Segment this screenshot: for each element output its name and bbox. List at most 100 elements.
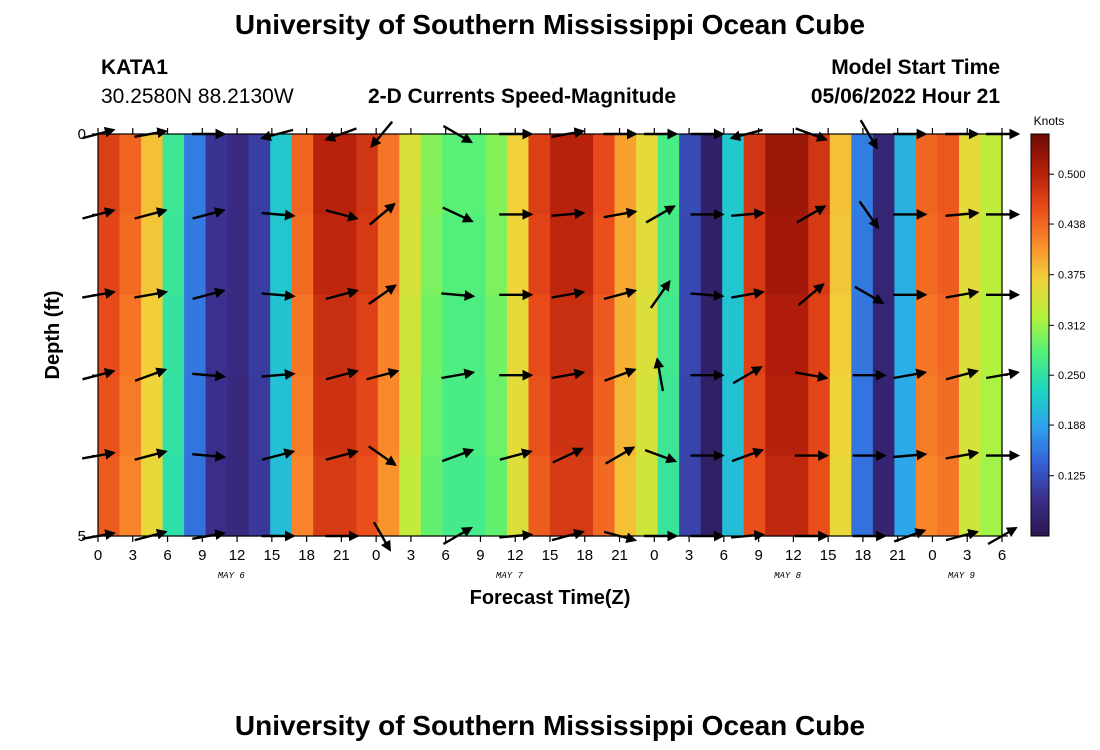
heatmap-cell	[657, 134, 680, 215]
heatmap-cell	[399, 455, 422, 537]
heatmap-cells	[98, 134, 1003, 537]
heatmap-cell	[765, 375, 788, 457]
heatmap-cell	[141, 455, 164, 537]
heatmap-cell	[636, 214, 659, 296]
current-arrow	[603, 287, 638, 301]
heatmap-cell	[377, 375, 400, 457]
heatmap-cell	[614, 455, 637, 537]
date-label: MAY 7	[496, 571, 524, 581]
heatmap-cell	[291, 134, 314, 215]
current-arrow	[645, 205, 676, 224]
heatmap-cell	[141, 375, 164, 457]
heatmap-cell	[356, 294, 379, 376]
heatmap-cell	[636, 134, 659, 215]
heatmap-cell	[119, 294, 142, 376]
current-arrow	[442, 206, 474, 223]
colorbar-tick-label: 0.312	[1058, 320, 1086, 332]
current-arrow	[732, 366, 763, 385]
heatmap-cell	[377, 134, 400, 215]
heatmap-cell	[915, 455, 939, 537]
heatmap-cell	[550, 134, 573, 215]
current-arrow	[945, 368, 979, 381]
current-arrow	[893, 368, 928, 380]
time-tick-label: 6	[998, 547, 1006, 564]
time-tick-label: 18	[855, 547, 872, 564]
heatmap-cell	[291, 214, 314, 296]
current-arrow	[134, 207, 168, 220]
heatmap-cell	[98, 455, 121, 537]
current-arrow	[368, 445, 397, 467]
heatmap-cell	[765, 455, 788, 537]
current-arrow	[368, 202, 396, 226]
colorbar-tick-label: 0.438	[1058, 219, 1086, 231]
heatmap-cell	[915, 134, 939, 215]
heatmap-cell	[399, 294, 422, 376]
heatmap-cell	[808, 294, 831, 376]
heatmap-cell	[377, 214, 400, 296]
heatmap-cell	[184, 134, 207, 215]
heatmap-cell	[356, 134, 379, 215]
heatmap-cell	[205, 134, 228, 215]
page-title: University of Southern Mississippi Ocean…	[234, 9, 866, 40]
heatmap-cell	[786, 134, 809, 215]
heatmap-cell	[485, 214, 508, 296]
station-coordinates: 30.2580N 88.2130W	[101, 85, 294, 108]
heatmap-cell	[593, 214, 616, 296]
heatmap-cell	[722, 375, 745, 457]
heatmap-cell	[958, 214, 982, 296]
current-arrow	[649, 279, 671, 309]
heatmap-cell	[528, 134, 551, 215]
date-label: MAY 6	[218, 571, 246, 581]
time-tick-label: 12	[785, 547, 802, 564]
heatmap-cell	[980, 134, 1003, 215]
chart-title: 2-D Currents Speed-Magnitude	[368, 85, 677, 108]
heatmap-cell	[227, 214, 250, 296]
current-arrow	[192, 450, 227, 462]
heatmap-cell	[463, 214, 487, 296]
heatmap-cell	[851, 294, 874, 376]
depth-tick-label: 5	[78, 528, 86, 545]
time-tick-label: 0	[928, 547, 936, 564]
model-start-time: 05/06/2022 Hour 21	[810, 85, 1000, 108]
time-tick-label: 18	[576, 547, 593, 564]
colorbar-tick-label: 0.188	[1058, 420, 1086, 432]
heatmap-cell	[872, 134, 895, 215]
heatmap-cell	[162, 134, 185, 215]
colorbar-tick-label: 0.250	[1058, 370, 1086, 382]
heatmap-cell	[829, 294, 852, 376]
heatmap-cell	[227, 134, 250, 215]
heatmap-cell	[162, 455, 185, 537]
current-arrow	[945, 208, 980, 220]
current-arrow	[796, 205, 827, 224]
heatmap-cell	[614, 214, 637, 296]
heatmap-cell	[786, 214, 809, 296]
heatmap-cell	[980, 375, 1003, 457]
heatmap-cell	[786, 294, 809, 376]
current-arrow	[134, 448, 168, 461]
current-arrow	[134, 367, 168, 382]
heatmap-cell	[593, 455, 616, 537]
heatmap-cell	[894, 134, 917, 215]
heatmap-cell	[937, 455, 960, 537]
heatmap-cell	[528, 294, 551, 376]
heatmap-cell	[485, 134, 508, 215]
colorbar-tick-label: 0.500	[1058, 169, 1086, 181]
heatmap-cell	[679, 294, 702, 376]
time-tick-label: 15	[542, 547, 559, 564]
heatmap-cell	[937, 134, 960, 215]
colorbar-ticks: 0.125 0.188 0.250 0.312 0.375 0.438 0.500	[1049, 169, 1086, 483]
colorbar-tick-label: 0.375	[1058, 270, 1086, 282]
current-arrow	[551, 208, 586, 220]
heatmap-cell	[657, 375, 680, 457]
current-arrow	[192, 207, 226, 220]
heatmap-cell	[506, 455, 530, 537]
heatmap-cell	[270, 214, 293, 296]
heatmap-cell	[872, 455, 895, 537]
heatmap-cell	[980, 455, 1003, 537]
current-arrow	[730, 208, 766, 220]
time-tick-label: 15	[820, 547, 837, 564]
current-arrow	[604, 367, 637, 382]
heatmap-cell	[334, 134, 357, 215]
model-start-label: Model Start Time	[831, 56, 1000, 79]
